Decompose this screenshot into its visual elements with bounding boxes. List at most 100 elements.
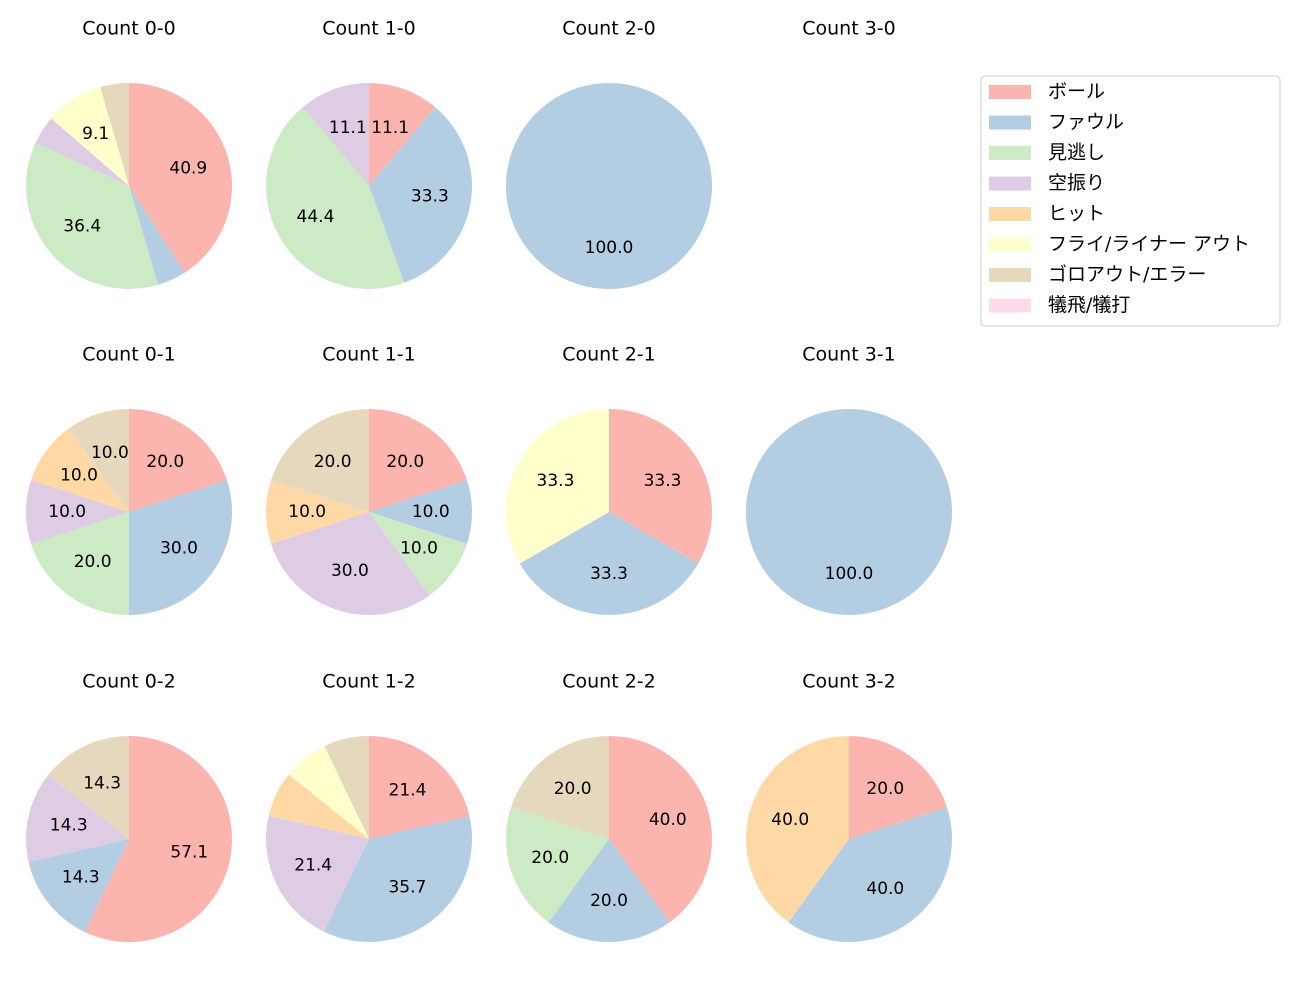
pie-slice bbox=[788, 807, 953, 943]
slice-label: 33.3 bbox=[644, 471, 682, 491]
legend-label: 犠飛/犠打 bbox=[1048, 294, 1130, 316]
chart-title: Count 1-0 bbox=[322, 18, 416, 40]
slice-label: 40.0 bbox=[649, 810, 687, 830]
slice-label: 30.0 bbox=[331, 561, 369, 581]
pie-chart: Count 1-1 20.0 10.0 10.0 30.0 10.0 20.0 bbox=[265, 344, 473, 616]
chart-title: Count 3-1 bbox=[802, 344, 896, 366]
pie-slice bbox=[746, 736, 849, 923]
slice-label: 44.4 bbox=[297, 207, 335, 227]
pie-slice bbox=[369, 512, 467, 596]
legend-swatch bbox=[989, 146, 1031, 160]
slice-label: 14.3 bbox=[62, 868, 100, 888]
pie-chart: Count 3-2 20.0 40.0 40.0 bbox=[746, 671, 953, 943]
pie-chart: Count 0-1 20.0 30.0 20.0 10.0 10.0 10.0 bbox=[25, 344, 233, 615]
slice-label: 100.0 bbox=[825, 564, 874, 584]
pie-slice bbox=[609, 736, 712, 923]
pie-slice bbox=[548, 839, 670, 942]
slice-label: 20.0 bbox=[314, 452, 352, 472]
pie-slice bbox=[100, 83, 129, 186]
legend-label: ボール bbox=[1048, 81, 1105, 103]
pies-group: Count 0-0 40.9 36.4 9.1 Count 1-0 11.1 33.3 44.… bbox=[25, 18, 953, 943]
chart-title: Count 0-1 bbox=[82, 344, 176, 366]
slice-label: 20.0 bbox=[146, 452, 184, 472]
slice-label: 33.3 bbox=[537, 471, 575, 491]
chart-title: Count 2-2 bbox=[562, 671, 656, 693]
legend-label: フライ/ライナー アウト bbox=[1048, 233, 1250, 255]
pie-slice bbox=[506, 83, 712, 289]
slice-label: 40.0 bbox=[866, 879, 904, 899]
slice-label: 100.0 bbox=[585, 238, 634, 258]
pie-slice bbox=[369, 409, 467, 512]
pie-slice bbox=[519, 512, 699, 615]
pie-slice bbox=[369, 480, 473, 544]
slice-label: 11.1 bbox=[329, 118, 367, 138]
chart-title: Count 1-2 bbox=[322, 671, 416, 693]
pie-chart: Count 1-2 21.4 35.7 21.4 bbox=[266, 671, 473, 943]
slice-label: 21.4 bbox=[294, 856, 332, 876]
slice-label: 20.0 bbox=[386, 452, 424, 472]
slice-label: 9.1 bbox=[82, 124, 109, 144]
pie-slice bbox=[323, 816, 473, 943]
pie-slice bbox=[35, 118, 130, 186]
pie-chart: Count 0-0 40.9 36.4 9.1 bbox=[26, 18, 232, 289]
slice-label: 57.1 bbox=[170, 843, 208, 863]
pie-slice bbox=[31, 428, 129, 512]
pie-slice bbox=[266, 815, 369, 932]
slice-label: 33.3 bbox=[590, 564, 628, 584]
pie-slice bbox=[505, 807, 609, 923]
pie-slice bbox=[369, 83, 436, 186]
slice-label: 21.4 bbox=[389, 781, 427, 801]
slice-label: 33.3 bbox=[411, 187, 449, 207]
legend-swatch bbox=[989, 298, 1031, 313]
slice-label: 20.0 bbox=[554, 779, 592, 799]
legend-label: ヒット bbox=[1048, 203, 1105, 225]
chart-title: Count 1-1 bbox=[322, 344, 416, 366]
pie-slice bbox=[25, 774, 129, 863]
slice-label: 40.0 bbox=[771, 810, 809, 830]
pie-slice bbox=[369, 736, 470, 839]
pie-slice bbox=[129, 409, 227, 512]
pie-slice bbox=[48, 736, 129, 839]
pie-slice bbox=[369, 107, 473, 283]
slice-label: 20.0 bbox=[590, 891, 628, 911]
legend-label: ゴロアウト/エラー bbox=[1048, 264, 1206, 286]
pie-chart: Count 3-0 bbox=[802, 18, 896, 40]
legend-swatch bbox=[989, 237, 1031, 252]
chart-title: Count 2-1 bbox=[562, 344, 656, 366]
slice-label: 20.0 bbox=[531, 848, 569, 868]
chart-title: Count 0-2 bbox=[82, 671, 176, 693]
pie-slice bbox=[129, 480, 233, 615]
slice-label: 10.0 bbox=[400, 538, 438, 558]
legend-label: 空振り bbox=[1048, 172, 1105, 194]
pie-slice bbox=[129, 83, 232, 273]
legend-swatch bbox=[989, 207, 1031, 221]
pie-chart: Count 3-1 100.0 bbox=[746, 344, 952, 615]
pie-slice bbox=[288, 746, 369, 839]
slice-label: 30.0 bbox=[160, 538, 198, 558]
pie-slice bbox=[268, 774, 369, 839]
pie-slice bbox=[265, 480, 369, 544]
pie-slice bbox=[609, 409, 712, 564]
pie-slice bbox=[849, 736, 947, 839]
pie-chart: Count 1-0 11.1 33.3 44.4 11.1 bbox=[265, 18, 473, 290]
slice-label: 11.1 bbox=[371, 118, 409, 138]
slice-label: 35.7 bbox=[388, 877, 426, 897]
slice-label: 14.3 bbox=[83, 773, 121, 793]
pie-slice bbox=[129, 186, 185, 285]
legend-frame bbox=[980, 75, 1281, 327]
pie-slice bbox=[324, 736, 369, 839]
pie-slice bbox=[511, 736, 609, 839]
slice-label: 10.0 bbox=[288, 502, 326, 522]
pie-chart: Count 2-1 33.3 33.3 33.3 bbox=[506, 344, 712, 615]
slice-label: 10.0 bbox=[60, 466, 98, 486]
pie-slice bbox=[506, 409, 609, 564]
legend-swatch bbox=[989, 176, 1031, 191]
legend-label: ファウル bbox=[1048, 111, 1124, 133]
pie-slice bbox=[302, 83, 369, 186]
pie-chart: Count 2-2 40.0 20.0 20.0 20.0 bbox=[505, 671, 712, 942]
pie-slice bbox=[68, 409, 129, 512]
pie-slice bbox=[31, 512, 129, 615]
